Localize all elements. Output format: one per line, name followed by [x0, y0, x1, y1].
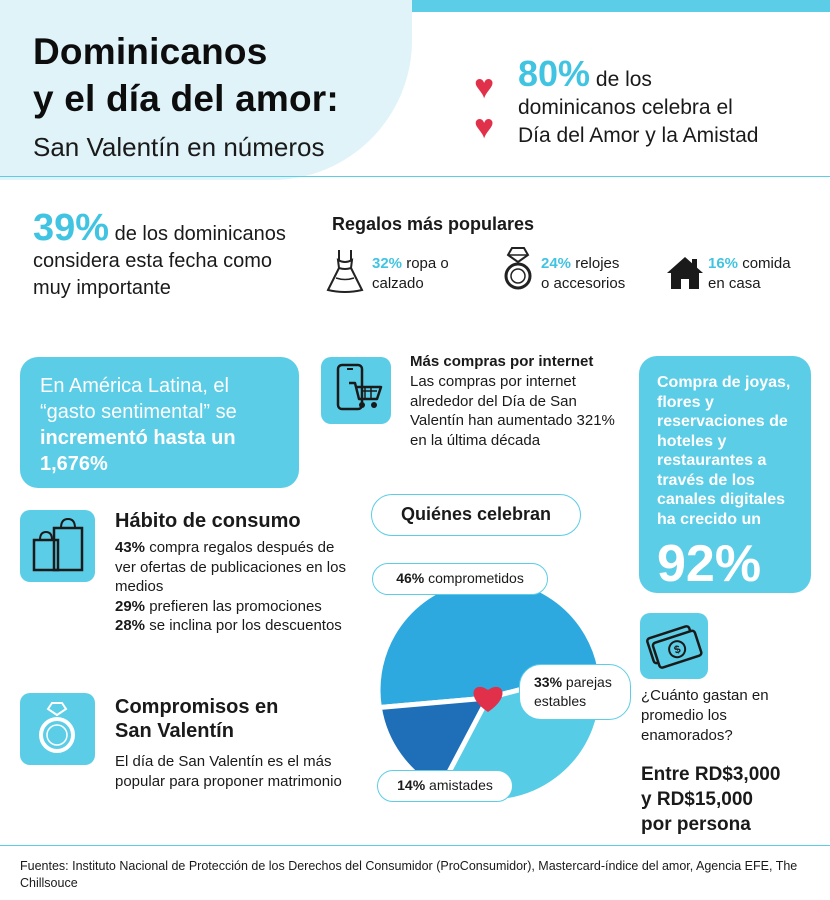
- habit-title: Hábito de consumo: [115, 510, 301, 532]
- ring-icon: [39, 702, 75, 753]
- pie-label-parejas: 33% parejas estables: [519, 664, 631, 720]
- important-stat: 39% de los dominicanos considera esta fe…: [33, 207, 286, 299]
- online-shopping-tile: [321, 357, 391, 424]
- online-text: Las compras por internet alrededor del D…: [410, 373, 615, 449]
- gift-item: 32% ropa o calzado: [372, 255, 449, 292]
- heart-icon: ♥: [474, 108, 495, 146]
- digital-card: Compra de joyas, flores y reservaciones …: [639, 356, 811, 593]
- divider: [0, 845, 830, 846]
- online-title: Más compras por internet: [410, 353, 594, 370]
- spend-question: ¿Cuánto gastan en promedio los enamorado…: [641, 687, 769, 744]
- gift-item: 16% comida en casa: [708, 255, 791, 292]
- engagement-text: El día de San Valentín es el más popular…: [115, 753, 342, 790]
- money-tile: $: [640, 613, 708, 679]
- svg-text:$: $: [673, 643, 683, 656]
- header-background: [0, 0, 412, 180]
- phone-cart-icon: [336, 363, 383, 411]
- latam-card: En América Latina, el “gasto sentimental…: [20, 357, 299, 488]
- money-icon: $: [646, 625, 703, 669]
- engagement-tile: [20, 693, 95, 765]
- house-icon: [667, 257, 703, 289]
- gifts-title: Regalos más populares: [332, 214, 535, 234]
- heart-icon: ♥: [474, 68, 495, 106]
- dress-icon: [326, 250, 364, 293]
- shopping-bags-icon: [32, 517, 84, 572]
- page-subtitle: San Valentín en números: [33, 132, 325, 162]
- spend-answer: Entre RD$3,000 y RD$15,000 por persona: [641, 764, 781, 835]
- pie-title: Quiénes celebran: [371, 494, 581, 536]
- sources-text: Fuentes: Instituto Nacional de Protecció…: [20, 859, 798, 890]
- pie-label-comprometidos: 46% comprometidos: [372, 563, 548, 595]
- habit-tile: [20, 510, 95, 582]
- pie-label-amistades: 14% amistades: [377, 770, 513, 802]
- celebrate-stat: 80% de los dominicanos celebra el Día de…: [518, 53, 759, 148]
- page-title: Dominicanos y el día del amor:: [33, 31, 339, 119]
- heart-icon: [473, 686, 503, 712]
- engagement-title: Compromisos en San Valentín: [115, 696, 279, 742]
- ring-icon: [504, 247, 532, 290]
- habit-list: 43% compra regalos después de ver oferta…: [115, 539, 346, 634]
- divider: [0, 176, 830, 177]
- gift-item: 24% relojes o accesorios: [541, 255, 626, 292]
